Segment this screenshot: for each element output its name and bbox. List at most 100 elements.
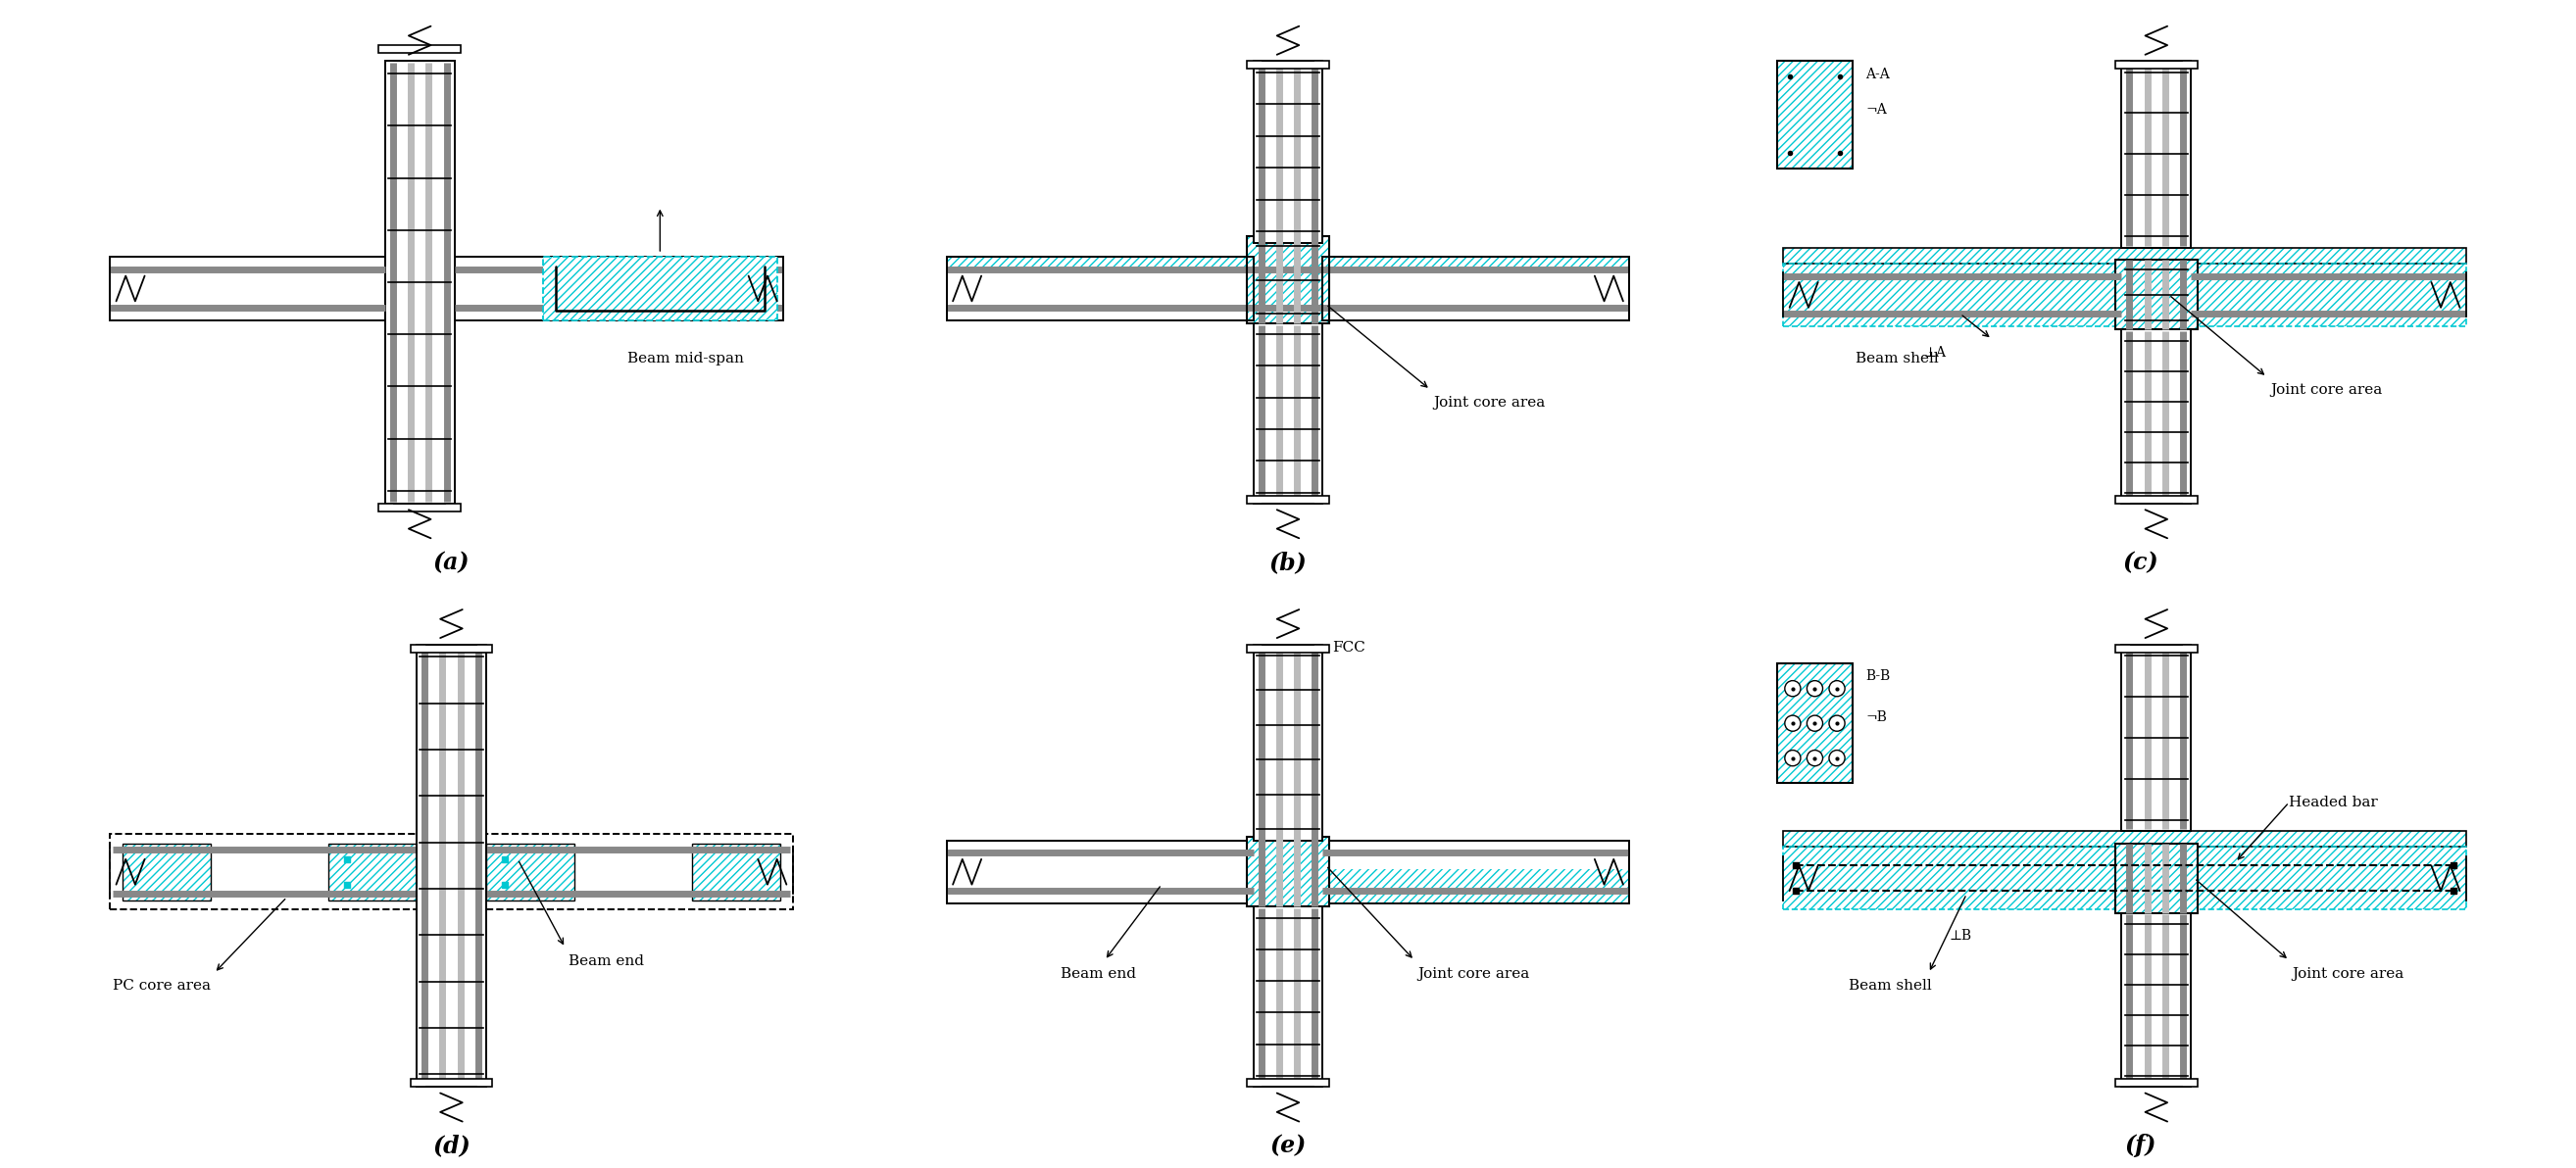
Text: Beam end: Beam end — [1061, 967, 1136, 980]
Bar — [1783, 847, 2123, 910]
Bar — [379, 503, 461, 512]
Bar — [2123, 645, 2192, 830]
Bar — [2192, 847, 2465, 910]
Text: (f): (f) — [2125, 1134, 2156, 1157]
Bar — [111, 257, 384, 320]
Bar — [2192, 263, 2465, 327]
Bar — [945, 840, 1252, 904]
Bar — [487, 843, 574, 901]
Bar — [2115, 645, 2197, 652]
Bar — [487, 843, 574, 901]
Bar — [124, 843, 211, 901]
Text: B-B: B-B — [1865, 669, 1891, 683]
Bar — [1247, 645, 1329, 652]
Bar — [1247, 236, 1329, 324]
Circle shape — [1785, 681, 1801, 696]
Bar — [1777, 61, 1852, 168]
Circle shape — [1806, 750, 1824, 766]
Bar — [1247, 1079, 1329, 1086]
Text: Beam shell: Beam shell — [1855, 352, 1940, 366]
Circle shape — [1829, 750, 1844, 766]
Bar — [1783, 248, 2465, 263]
Bar — [124, 843, 211, 901]
Bar — [1252, 324, 1324, 503]
Circle shape — [1806, 681, 1824, 696]
Bar — [945, 869, 1252, 904]
Bar — [1324, 257, 1631, 320]
Bar — [2123, 61, 2192, 248]
Bar — [2192, 263, 2465, 327]
Bar — [410, 1079, 492, 1086]
Circle shape — [1806, 716, 1824, 731]
Bar — [1777, 61, 1852, 168]
Bar — [410, 645, 492, 652]
Text: Headed bar: Headed bar — [2290, 797, 2378, 809]
Text: (e): (e) — [1270, 1134, 1306, 1157]
Bar — [379, 46, 461, 53]
Circle shape — [1785, 750, 1801, 766]
Bar — [1252, 61, 1324, 243]
Text: (b): (b) — [1270, 551, 1306, 575]
Bar — [111, 834, 417, 910]
Circle shape — [1785, 716, 1801, 731]
Bar — [1777, 663, 1852, 784]
Bar — [1247, 837, 1329, 906]
Bar — [417, 645, 487, 1086]
Bar — [690, 843, 781, 901]
Bar — [1783, 263, 2123, 327]
Bar — [2123, 913, 2192, 1086]
Bar — [487, 834, 793, 910]
Bar — [945, 840, 1252, 904]
Bar — [945, 257, 1631, 271]
Text: (d): (d) — [433, 1134, 471, 1157]
Bar — [690, 843, 781, 901]
Text: ⊥B: ⊥B — [1950, 929, 1971, 943]
Bar — [945, 869, 1252, 904]
Bar — [1783, 847, 2123, 910]
Bar — [544, 257, 778, 320]
Bar — [1247, 837, 1329, 906]
Text: ¬B: ¬B — [1865, 710, 1886, 724]
Bar — [1252, 906, 1324, 1086]
Bar — [1783, 830, 2465, 847]
Bar — [1783, 248, 2465, 263]
Bar — [2115, 260, 2197, 329]
Text: Joint core area: Joint core area — [1432, 396, 1546, 410]
Text: Beam shell: Beam shell — [1850, 979, 1932, 993]
Text: ⊥A: ⊥A — [1924, 346, 1947, 359]
Bar — [945, 271, 1631, 320]
Bar — [384, 61, 453, 503]
Bar — [2115, 843, 2197, 913]
Bar — [1777, 663, 1852, 784]
Circle shape — [1829, 681, 1844, 696]
Bar — [544, 257, 778, 320]
Text: FCC: FCC — [1332, 641, 1365, 655]
Text: PC core area: PC core area — [113, 979, 211, 993]
Text: Joint core area: Joint core area — [2269, 383, 2383, 397]
Bar — [945, 257, 1252, 320]
Bar — [2123, 329, 2192, 503]
Bar — [1783, 830, 2465, 847]
Bar — [1324, 869, 1631, 904]
Text: (a): (a) — [433, 551, 469, 575]
Bar — [2115, 843, 2197, 913]
Bar — [2115, 260, 2197, 329]
Bar — [327, 843, 417, 901]
Bar — [2115, 1079, 2197, 1086]
Circle shape — [1829, 716, 1844, 731]
Bar — [1247, 61, 1329, 69]
Bar — [1324, 840, 1631, 904]
Text: Joint core area: Joint core area — [1417, 967, 1530, 980]
Text: Beam mid-span: Beam mid-span — [626, 352, 744, 366]
Text: Beam end: Beam end — [569, 954, 644, 968]
Bar — [327, 843, 417, 901]
Bar — [453, 257, 783, 320]
Text: Joint core area: Joint core area — [2293, 967, 2403, 980]
Text: ¬A: ¬A — [1865, 103, 1886, 116]
Bar — [945, 257, 1631, 271]
Bar — [1252, 645, 1324, 840]
Bar — [1247, 495, 1329, 503]
Bar — [1324, 869, 1631, 904]
Bar — [2115, 495, 2197, 503]
Bar — [2115, 61, 2197, 69]
